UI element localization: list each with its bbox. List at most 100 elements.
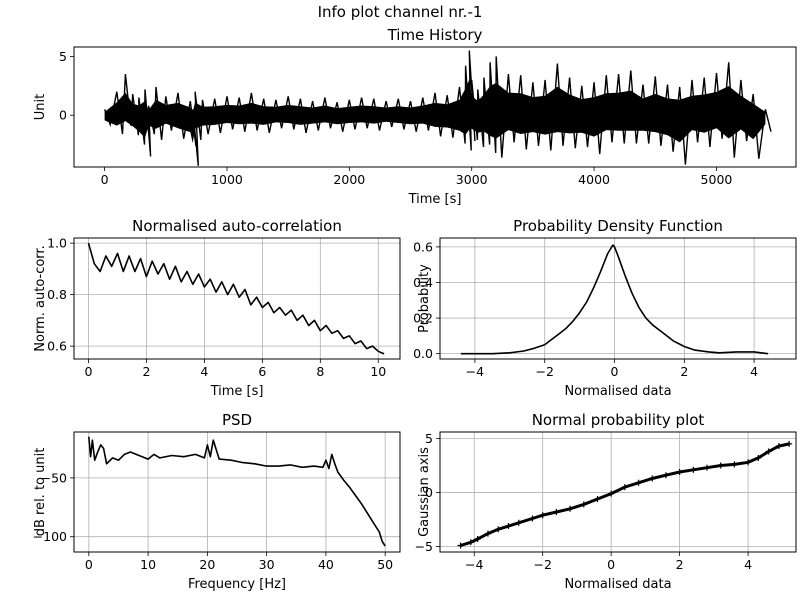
data-point-marker xyxy=(553,509,560,515)
data-point-marker xyxy=(580,501,587,508)
axes-frame xyxy=(73,431,401,553)
y-axis-label: Gaussian axis xyxy=(417,447,432,537)
y-axis-label: dB rel. to unit xyxy=(33,448,48,537)
data-point-marker xyxy=(731,461,738,468)
x-tick-label: 2 xyxy=(142,364,150,379)
x-axis-label: Time [s] xyxy=(408,192,462,207)
subplot-normal_probability: −4 −2 0 2 4 −5 0 5 Normal probability plot Normal… xyxy=(415,411,797,592)
x-axis-label: Normalised data xyxy=(564,577,671,592)
y-axis-label: Probability xyxy=(417,264,432,333)
data-point-marker xyxy=(775,443,782,450)
subplot-psd: 0 10 20 30 40 50 −100 −50 PSD Frequency [Hz] dB re… xyxy=(33,411,401,592)
y-tick-label: −5 xyxy=(415,539,433,554)
x-tick-label: −4 xyxy=(466,364,484,379)
data-point-marker xyxy=(467,539,474,546)
data-point-marker xyxy=(662,472,669,479)
data-point-marker xyxy=(474,536,481,543)
subplot-title: Time History xyxy=(387,26,483,44)
subplot-title: Normalised auto-correlation xyxy=(132,217,342,235)
x-axis-label: Frequency [Hz] xyxy=(188,577,286,592)
y-tick-label: −50 xyxy=(41,470,67,485)
axes-frame xyxy=(73,237,401,360)
x-tick-label: 4 xyxy=(750,364,758,379)
data-point-marker xyxy=(745,459,752,466)
y-tick-label: 0.6 xyxy=(413,239,433,254)
x-tick-label: 0 xyxy=(607,557,615,572)
y-tick-label: 0 xyxy=(425,485,433,500)
y-axis-label: Norm. auto-corr. xyxy=(33,245,48,351)
x-tick-label: 0 xyxy=(101,172,109,187)
data-point-marker xyxy=(621,484,628,491)
subplot-title: PSD xyxy=(222,411,252,429)
subplot-pdf: −4 −2 0 2 4 0.0 0.2 0.4 0.6 Probability Density F… xyxy=(413,217,797,399)
data-point-marker xyxy=(704,464,710,471)
series-band-time_history xyxy=(104,79,766,144)
data-point-marker xyxy=(539,512,546,519)
y-tick-label: 5 xyxy=(425,431,433,446)
series-line-normal_probability xyxy=(460,442,790,547)
x-axis-label: Time [s] xyxy=(210,384,264,399)
y-tick-label: 0.4 xyxy=(413,275,433,290)
data-point-marker xyxy=(495,526,502,533)
x-tick-label: 10 xyxy=(370,364,386,379)
data-point-marker xyxy=(529,515,536,522)
y-tick-label: 0.8 xyxy=(47,287,67,302)
y-tick-label: 0.0 xyxy=(413,346,433,361)
x-tick-label: 30 xyxy=(259,557,275,572)
series-line-autocorrelation xyxy=(87,242,385,355)
subplot-title: Probability Density Function xyxy=(513,217,723,235)
data-point-marker xyxy=(635,479,642,486)
x-tick-label: 2 xyxy=(676,557,684,572)
x-tick-label: 0 xyxy=(85,364,93,379)
data-point-marker xyxy=(755,454,762,461)
y-tick-label: 1.0 xyxy=(47,236,67,251)
x-tick-label: 4000 xyxy=(578,172,610,187)
series-line-psd xyxy=(88,436,386,547)
x-tick-label: 0 xyxy=(611,364,619,379)
data-point-marker xyxy=(649,475,656,482)
y-tick-label: −100 xyxy=(33,529,67,544)
data-point-marker xyxy=(676,469,683,475)
data-point-marker xyxy=(717,462,724,469)
x-tick-label: 5000 xyxy=(701,172,733,187)
subplot-title: Normal probability plot xyxy=(532,411,705,429)
y-tick-label: 0.2 xyxy=(413,311,433,326)
x-tick-label: −4 xyxy=(465,557,483,572)
data-point-marker xyxy=(765,448,772,455)
x-tick-label: 8 xyxy=(316,364,324,379)
y-tick-label: 0.6 xyxy=(47,339,67,354)
x-tick-label: 1000 xyxy=(211,172,243,187)
x-tick-label: 0 xyxy=(85,557,93,572)
axes-frame xyxy=(439,237,797,360)
data-point-marker xyxy=(690,466,697,473)
x-tick-label: 3000 xyxy=(456,172,488,187)
x-tick-label: 10 xyxy=(140,557,156,572)
x-axis-label: Normalised data xyxy=(564,384,671,399)
data-point-marker xyxy=(608,490,615,497)
x-tick-label: 50 xyxy=(377,557,393,572)
data-point-marker xyxy=(594,496,601,503)
subplot-time_history: 0 1000 2000 3000 4000 5000 0 5 Time History Time … xyxy=(33,26,797,207)
x-tick-label: 4 xyxy=(200,364,208,379)
data-point-marker xyxy=(484,530,491,537)
subplot-autocorrelation: 0 2 4 6 8 10 0.6 0.8 1.0 Normalised auto-correlat… xyxy=(33,217,401,399)
x-tick-label: 2000 xyxy=(333,172,365,187)
x-tick-label: −2 xyxy=(533,557,551,572)
x-tick-label: 4 xyxy=(744,557,752,572)
data-point-marker xyxy=(567,505,574,512)
y-tick-label: 0 xyxy=(59,108,67,123)
y-axis-label: Unit xyxy=(33,94,48,120)
y-tick-label: 5 xyxy=(59,49,67,64)
x-tick-label: 2 xyxy=(680,364,688,379)
x-tick-label: 20 xyxy=(199,557,215,572)
x-tick-label: −2 xyxy=(535,364,553,379)
axes-frame xyxy=(439,431,797,553)
figure-suptitle: Info plot channel nr.-1 xyxy=(318,3,483,21)
series-line-pdf xyxy=(460,244,769,355)
data-point-marker xyxy=(786,440,793,447)
axes-frame xyxy=(73,46,797,168)
x-tick-label: 6 xyxy=(258,364,266,379)
x-tick-label: 40 xyxy=(318,557,334,572)
